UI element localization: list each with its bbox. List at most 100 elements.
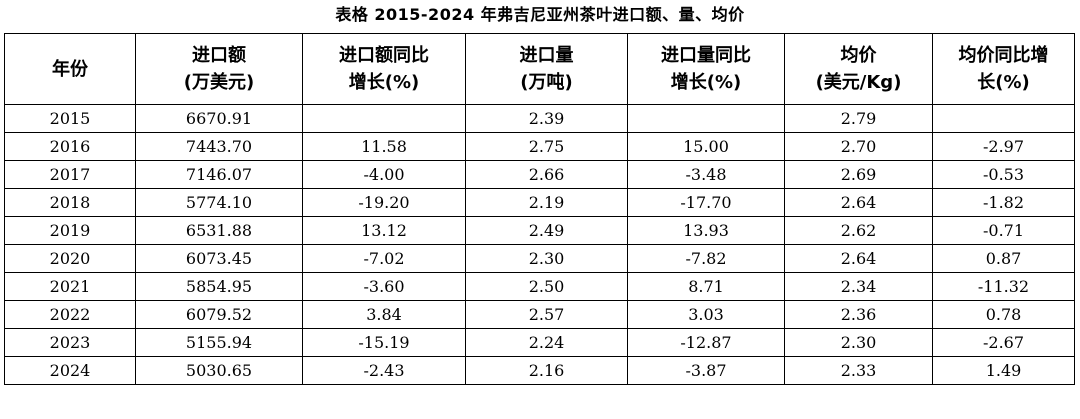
cell-year: 2020: [4, 244, 136, 273]
header-import-volume-growth-label: 进口量同比: [661, 45, 751, 66]
cell-year: 2019: [4, 216, 136, 245]
table-row: 2023 5155.94 -15.19 2.24 -12.87 2.30 -2.…: [4, 328, 1075, 357]
cell-import-volume: 2.75: [465, 132, 628, 161]
cell-import-value: 5854.95: [135, 272, 303, 301]
header-import-value: 进口额 (万美元): [135, 33, 303, 105]
cell-import-value-growth: -4.00: [302, 160, 466, 189]
header-import-volume-unit: (万吨): [520, 72, 573, 93]
header-year-label: 年份: [52, 58, 88, 80]
cell-avg-price: 2.64: [784, 188, 933, 217]
header-year: 年份: [4, 33, 136, 105]
table-row: 2015 6670.91 2.39 2.79: [4, 104, 1075, 133]
table-body: 2015 6670.91 2.39 2.79 2016 7443.70 11.5…: [4, 104, 1075, 385]
cell-import-value: 6079.52: [135, 300, 303, 329]
cell-import-value: 6073.45: [135, 244, 303, 273]
cell-avg-price-growth: -0.71: [932, 216, 1075, 245]
cell-avg-price: 2.79: [784, 104, 933, 133]
table-row: 2016 7443.70 11.58 2.75 15.00 2.70 -2.97: [4, 132, 1075, 161]
header-import-volume: 进口量 (万吨): [465, 33, 628, 105]
cell-import-volume: 2.66: [465, 160, 628, 189]
cell-year: 2016: [4, 132, 136, 161]
cell-avg-price: 2.33: [784, 356, 933, 385]
cell-import-volume-growth: -7.82: [627, 244, 785, 273]
table-row: 2019 6531.88 13.12 2.49 13.93 2.62 -0.71: [4, 216, 1075, 245]
cell-avg-price: 2.36: [784, 300, 933, 329]
cell-import-value: 5030.65: [135, 356, 303, 385]
header-import-volume-growth-unit: 增长(%): [670, 72, 742, 93]
header-import-value-label: 进口额: [192, 45, 246, 66]
header-import-volume-label: 进口量: [519, 45, 574, 66]
cell-avg-price: 2.62: [784, 216, 933, 245]
cell-import-volume-growth: 13.93: [627, 216, 785, 245]
cell-avg-price-growth: [932, 104, 1075, 133]
cell-avg-price-growth: -1.82: [932, 188, 1075, 217]
cell-import-value-growth: 11.58: [302, 132, 466, 161]
cell-avg-price-growth: -11.32: [932, 272, 1075, 301]
cell-year: 2015: [4, 104, 136, 133]
cell-import-value: 7146.07: [135, 160, 303, 189]
cell-avg-price: 2.64: [784, 244, 933, 273]
cell-import-volume: 2.16: [465, 356, 628, 385]
cell-year: 2023: [4, 328, 136, 357]
cell-import-value-growth: 13.12: [302, 216, 466, 245]
cell-avg-price: 2.34: [784, 272, 933, 301]
cell-avg-price-growth: 0.87: [932, 244, 1075, 273]
cell-import-volume: 2.19: [465, 188, 628, 217]
cell-import-value: 7443.70: [135, 132, 303, 161]
cell-year: 2022: [4, 300, 136, 329]
cell-import-value-growth: -7.02: [302, 244, 466, 273]
cell-import-value: 5155.94: [135, 328, 303, 357]
cell-import-value: 6670.91: [135, 104, 303, 133]
table-row: 2021 5854.95 -3.60 2.50 8.71 2.34 -11.32: [4, 272, 1075, 301]
cell-import-volume: 2.49: [465, 216, 628, 245]
cell-import-value-growth: 3.84: [302, 300, 466, 329]
header-import-value-growth-label: 进口额同比: [339, 45, 429, 66]
cell-import-value-growth: -3.60: [302, 272, 466, 301]
header-import-value-growth: 进口额同比 增长(%): [302, 33, 466, 105]
table-row: 2020 6073.45 -7.02 2.30 -7.82 2.64 0.87: [4, 244, 1075, 273]
cell-import-volume-growth: -17.70: [627, 188, 785, 217]
cell-avg-price: 2.70: [784, 132, 933, 161]
cell-import-volume: 2.24: [465, 328, 628, 357]
cell-import-volume-growth: -3.48: [627, 160, 785, 189]
cell-import-value-growth: -15.19: [302, 328, 466, 357]
cell-import-volume-growth: [627, 104, 785, 133]
cell-avg-price-growth: 1.49: [932, 356, 1075, 385]
cell-import-volume-growth: -3.87: [627, 356, 785, 385]
header-avg-price-growth: 均价同比增 长(%): [932, 33, 1075, 105]
table-row: 2018 5774.10 -19.20 2.19 -17.70 2.64 -1.…: [4, 188, 1075, 217]
header-avg-price-growth-label: 均价同比增: [958, 45, 1049, 66]
cell-import-volume-growth: 3.03: [627, 300, 785, 329]
cell-year: 2017: [4, 160, 136, 189]
table-caption: 表格 2015-2024 年弗吉尼亚州茶叶进口额、量、均价: [335, 5, 745, 24]
cell-import-value-growth: [302, 104, 466, 133]
cell-avg-price: 2.30: [784, 328, 933, 357]
cell-year: 2024: [4, 356, 136, 385]
cell-year: 2021: [4, 272, 136, 301]
cell-import-volume-growth: -12.87: [627, 328, 785, 357]
cell-avg-price-growth: -2.67: [932, 328, 1075, 357]
cell-avg-price-growth: -0.53: [932, 160, 1075, 189]
header-avg-price-unit: (美元/Kg): [815, 72, 902, 93]
header-avg-price: 均价 (美元/Kg): [784, 33, 933, 105]
header-avg-price-label: 均价: [840, 45, 877, 66]
header-import-volume-growth: 进口量同比 增长(%): [627, 33, 785, 105]
cell-import-volume: 2.57: [465, 300, 628, 329]
header-row: 年份 进口额 (万美元) 进口额同比 增长(%) 进口量 (万吨) 进口量同比 …: [4, 33, 1075, 105]
cell-import-volume: 2.39: [465, 104, 628, 133]
cell-import-volume-growth: 8.71: [627, 272, 785, 301]
cell-import-value-growth: -19.20: [302, 188, 466, 217]
header-avg-price-growth-unit: 长(%): [977, 72, 1030, 93]
table-row: 2017 7146.07 -4.00 2.66 -3.48 2.69 -0.53: [4, 160, 1075, 189]
cell-import-value: 6531.88: [135, 216, 303, 245]
cell-avg-price-growth: -2.97: [932, 132, 1075, 161]
cell-import-value: 5774.10: [135, 188, 303, 217]
table-row: 2022 6079.52 3.84 2.57 3.03 2.36 0.78: [4, 300, 1075, 329]
cell-year: 2018: [4, 188, 136, 217]
cell-import-volume-growth: 15.00: [627, 132, 785, 161]
cell-avg-price-growth: 0.78: [932, 300, 1075, 329]
cell-import-volume: 2.30: [465, 244, 628, 273]
table-row: 2024 5030.65 -2.43 2.16 -3.87 2.33 1.49: [4, 356, 1075, 385]
tea-import-table: 年份 进口额 (万美元) 进口额同比 增长(%) 进口量 (万吨) 进口量同比 …: [4, 33, 1075, 385]
cell-import-volume: 2.50: [465, 272, 628, 301]
